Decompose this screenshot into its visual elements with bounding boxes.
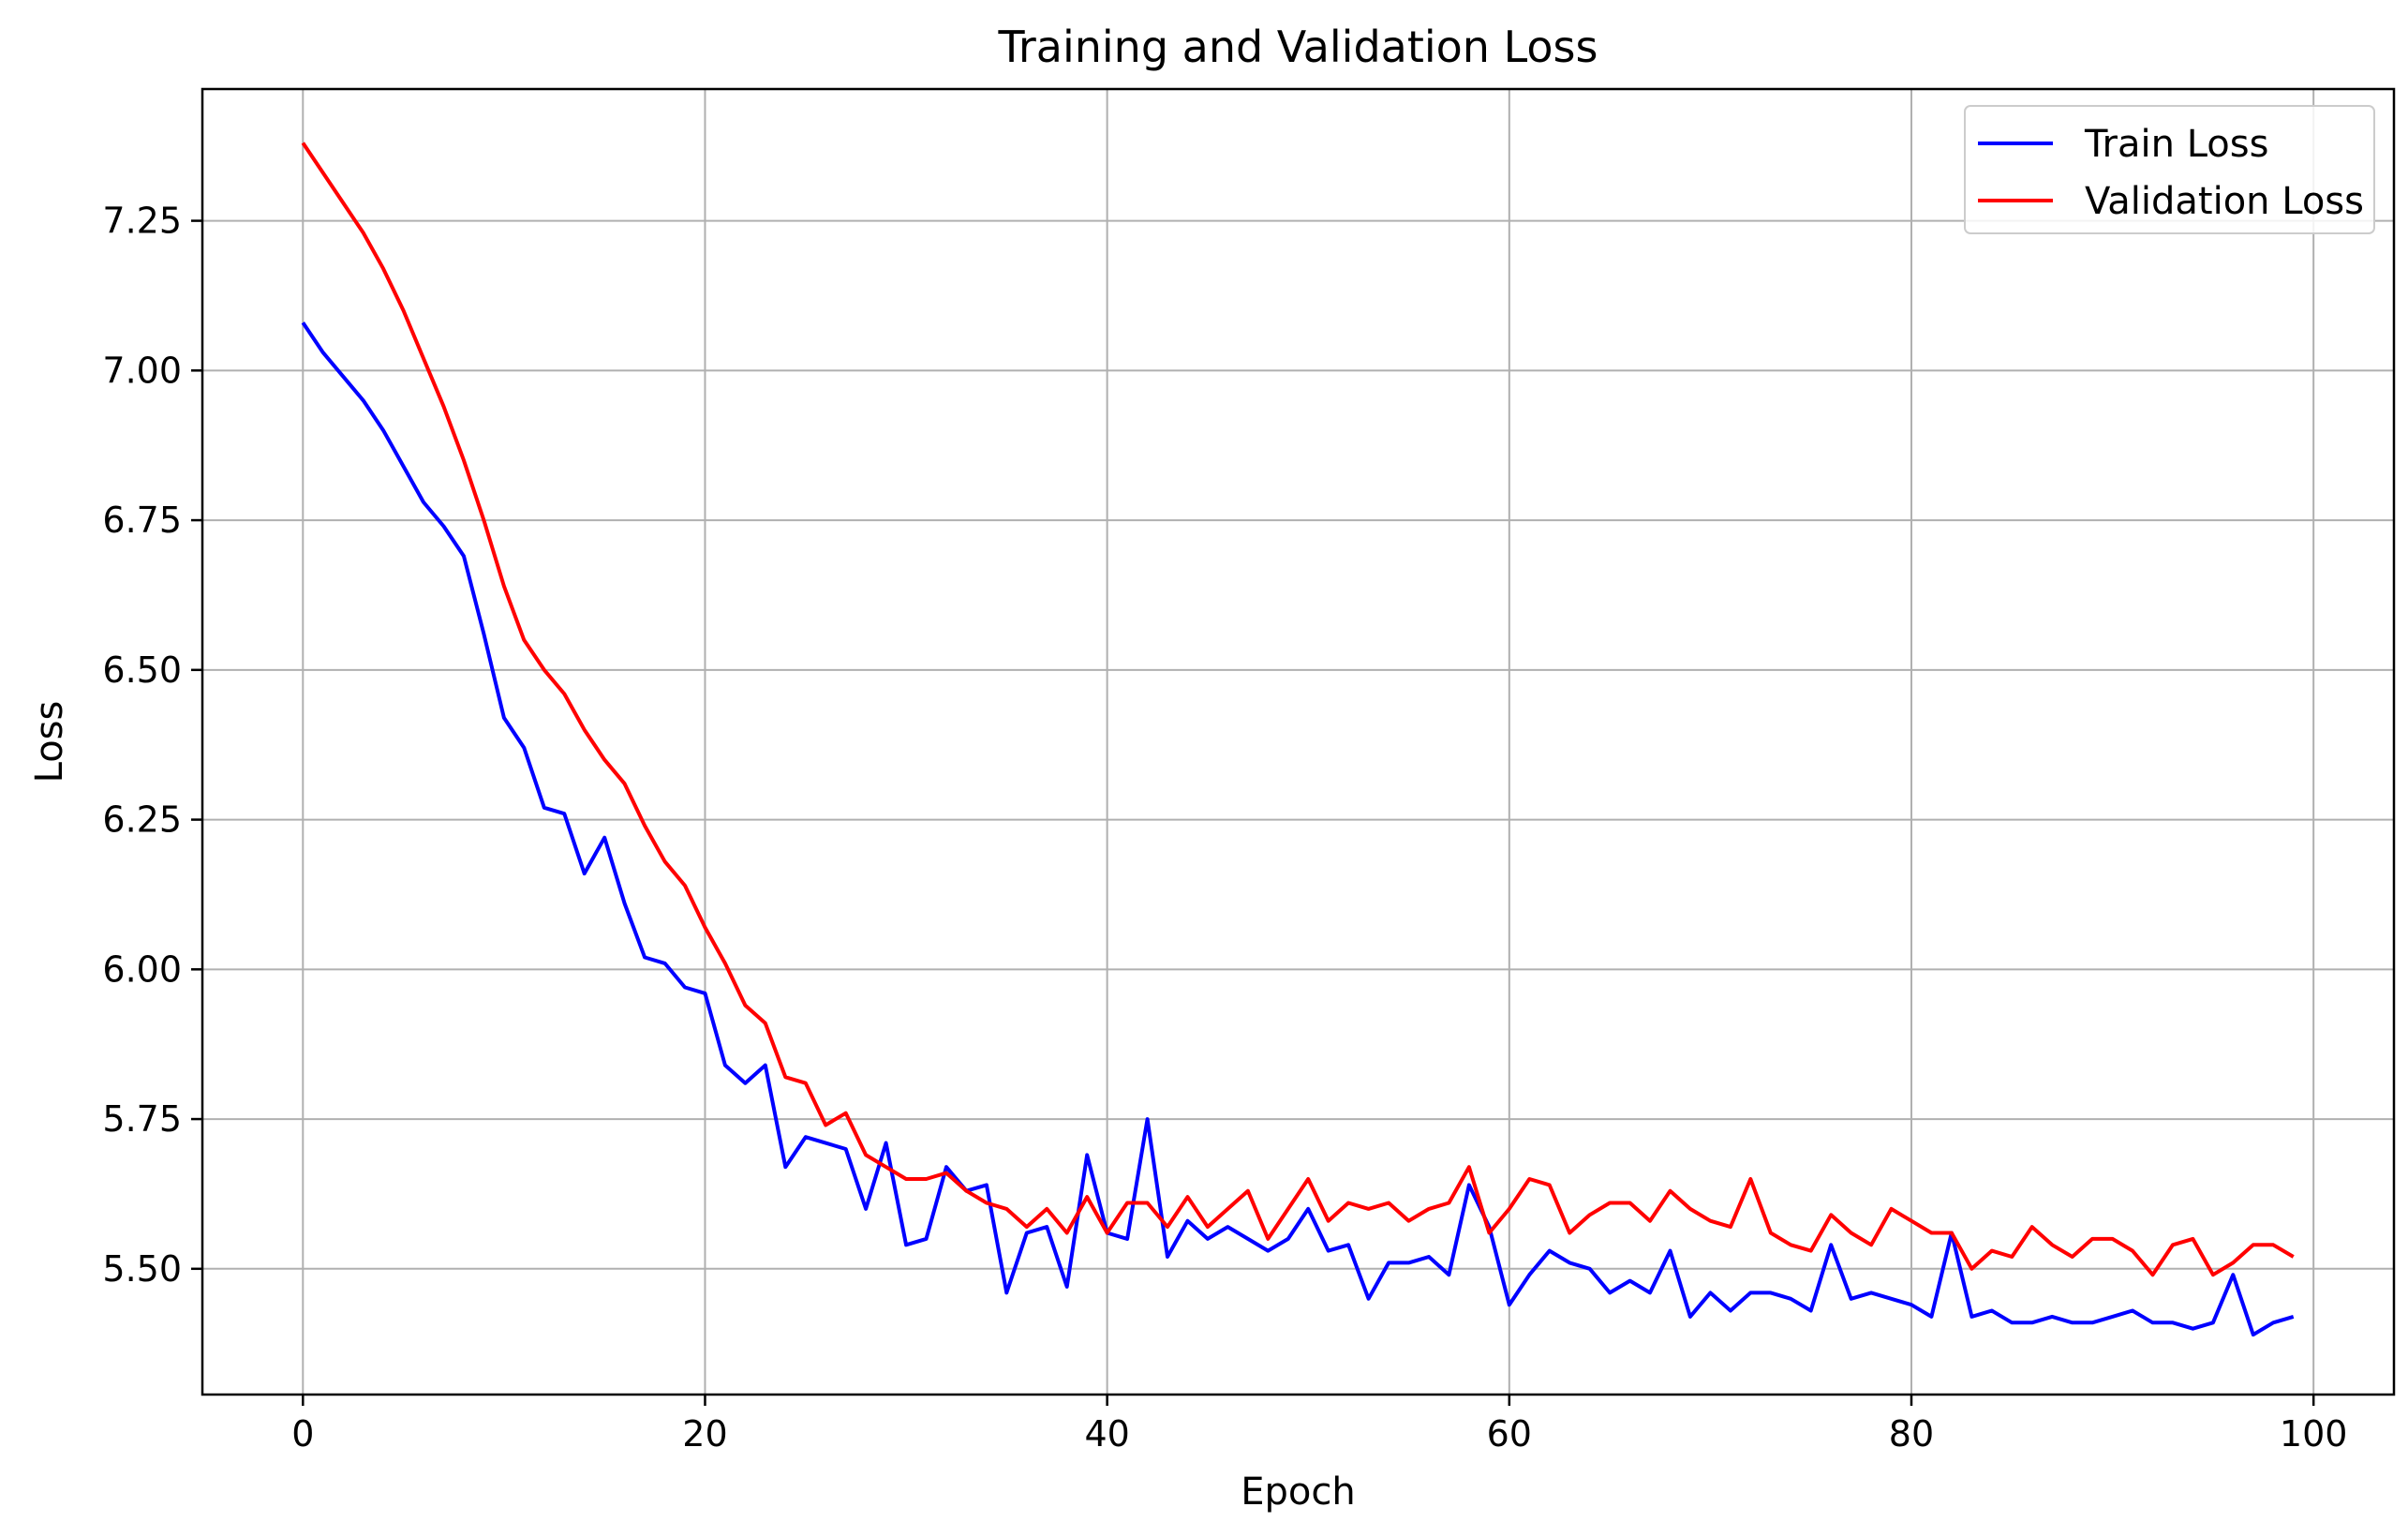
- legend-label-train-loss: Train Loss: [2084, 123, 2268, 166]
- legend-box: [1964, 105, 2375, 234]
- x-axis-label: Epoch: [1241, 1470, 1355, 1514]
- plot-frame: [201, 87, 2396, 1396]
- x-tick-label: 60: [1487, 1413, 1532, 1455]
- chart-title: Training and Validation Loss: [998, 22, 1598, 72]
- y-tick-label: 6.00: [102, 948, 182, 990]
- legend: Train Loss Validation Loss: [1964, 105, 2375, 234]
- grid-lines: [202, 89, 2394, 1395]
- y-tick-label: 6.25: [102, 799, 182, 841]
- validation-loss-line: [301, 142, 2295, 1277]
- y-axis-label: Loss: [28, 701, 71, 783]
- x-tick-label: 100: [2280, 1413, 2348, 1455]
- y-tick-label: 7.25: [102, 201, 182, 242]
- y-tick-label: 6.50: [102, 649, 182, 691]
- y-tick-label: 7.00: [102, 350, 182, 391]
- y-tick-label: 6.75: [102, 500, 182, 541]
- y-tick-label: 5.50: [102, 1248, 182, 1290]
- legend-label-validation-loss: Validation Loss: [2085, 180, 2364, 223]
- x-tick-label: 80: [1889, 1413, 1934, 1455]
- x-tick-label: 40: [1084, 1413, 1129, 1455]
- x-tick-label: 0: [291, 1413, 314, 1455]
- x-tick-label: 20: [682, 1413, 727, 1455]
- series-lines: [301, 142, 2295, 1337]
- train-loss-line: [301, 321, 2295, 1337]
- axis-ticks: 0 20 40 60 80 100 5.50 5.75 6.00 6.25 6.50 6.75 7.00…: [102, 201, 2347, 1455]
- y-tick-label: 5.75: [102, 1098, 182, 1140]
